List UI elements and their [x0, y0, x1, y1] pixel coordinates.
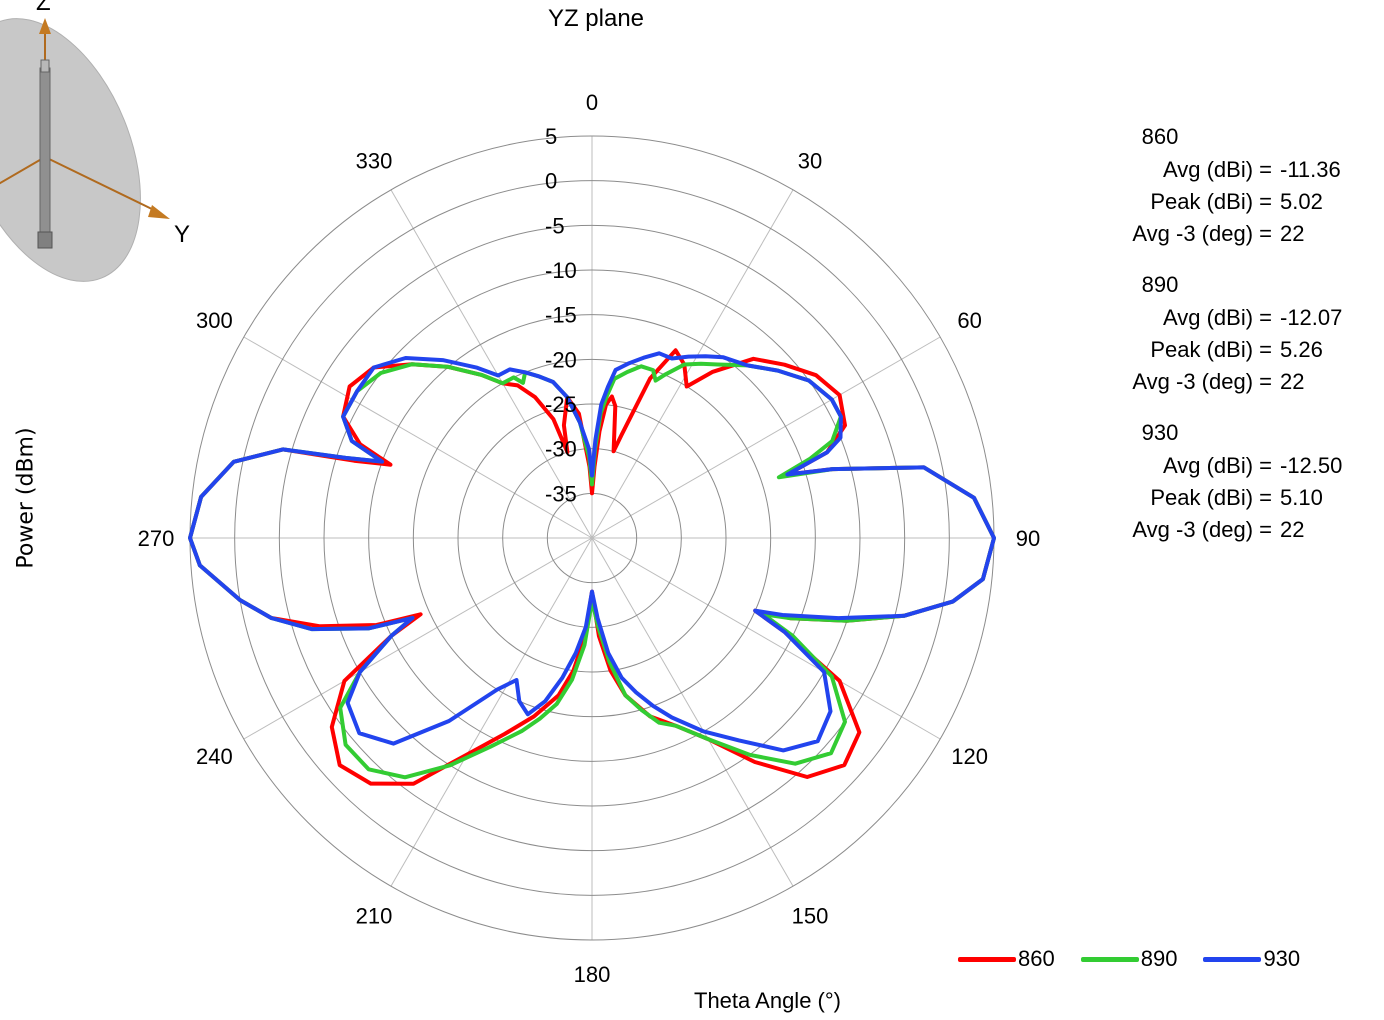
legend-swatch — [1080, 956, 1139, 962]
polar-labels: 5 0 -5 -10 -15 -20 -25 -30 -35 0 30 60 90 120 150 180 21… — [138, 90, 1041, 987]
angle-tick-label: 120 — [951, 744, 988, 769]
stat-label: Avg -3 (deg) = — [1132, 221, 1272, 246]
legend-label: 860 — [1018, 946, 1055, 971]
stat-label: Peak (dBi) = — [1150, 189, 1272, 214]
series-line-930 — [188, 351, 996, 753]
radial-ring — [278, 224, 906, 852]
legend-item: 860 — [958, 946, 1055, 972]
stat-label: Avg -3 (deg) = — [1132, 369, 1272, 394]
radial-ring — [412, 358, 772, 718]
radial-tick-label: -30 — [545, 437, 577, 462]
angle-spoke — [591, 336, 941, 539]
chart-title: YZ plane — [547, 5, 645, 32]
legend: 860 890 930 — [958, 946, 1300, 972]
stat-value: 22 — [1280, 369, 1305, 394]
stats-row: Avg -3 (deg) = 22 — [1080, 366, 1380, 398]
stats-row: Avg (dBi) = -12.50 — [1080, 450, 1380, 482]
angle-tick-label: 0 — [586, 90, 598, 115]
stat-value: -12.07 — [1280, 305, 1343, 330]
z-axis-label: Z — [36, 0, 51, 16]
radial-ring — [502, 448, 682, 628]
stats-row: Peak (dBi) = 5.10 — [1080, 482, 1380, 514]
stats-row: Avg (dBi) = -12.07 — [1080, 302, 1380, 334]
series-line-860 — [188, 348, 996, 786]
stats-block: 930 Avg (dBi) = -12.50 Peak (dBi) = 5.10 A… — [1080, 416, 1380, 546]
radial-tick-label: -15 — [545, 303, 577, 328]
stats-series-name: 860 — [1141, 124, 1179, 149]
stat-value: 5.02 — [1280, 189, 1323, 214]
angle-tick-label: 270 — [138, 526, 175, 551]
angle-tick-label: 90 — [1016, 526, 1040, 551]
stats-row: Avg -3 (deg) = 22 — [1080, 514, 1380, 546]
legend-label: 890 — [1140, 946, 1178, 971]
radial-tick-label: 5 — [545, 124, 557, 149]
stat-label: Peak (dBi) = — [1150, 485, 1272, 510]
radial-tick-label: -25 — [545, 392, 577, 417]
radial-ring — [457, 403, 727, 673]
stat-label: Avg (dBi) = — [1162, 453, 1272, 478]
angle-tick-label: 330 — [356, 148, 393, 173]
radial-tick-label: -10 — [545, 258, 577, 283]
angle-tick-label: 240 — [196, 744, 233, 769]
stat-value: -11.36 — [1280, 157, 1341, 182]
legend-item: 890 — [1080, 946, 1178, 972]
stats-row: Avg -3 (deg) = 22 — [1080, 218, 1380, 250]
stat-value: 22 — [1280, 517, 1305, 542]
angle-spoke — [390, 537, 593, 887]
stat-label: Avg (dBi) = — [1162, 157, 1272, 182]
legend-swatch — [1203, 956, 1262, 962]
stats-row: Peak (dBi) = 5.02 — [1080, 186, 1380, 218]
stats-panel: 860 Avg (dBi) = -11.36 Peak (dBi) = 5.02 A… — [1080, 120, 1380, 564]
angle-tick-label: 210 — [356, 904, 393, 929]
angle-tick-label: 30 — [798, 148, 822, 173]
legend-label: 930 — [1263, 946, 1301, 971]
y-axis-label: Y — [174, 221, 190, 248]
angle-tick-label: 300 — [196, 308, 233, 333]
radial-tick-label: -35 — [545, 481, 577, 506]
angle-tick-label: 180 — [574, 962, 611, 987]
stats-row: Peak (dBi) = 5.26 — [1080, 334, 1380, 366]
radial-ring — [234, 180, 950, 896]
stat-value: 22 — [1280, 221, 1305, 246]
stat-label: Peak (dBi) = — [1150, 337, 1272, 362]
legend-item: 930 — [1203, 946, 1300, 972]
angle-spoke — [390, 189, 593, 539]
polar-grid — [189, 135, 995, 941]
angle-tick-label: 60 — [957, 308, 981, 333]
angle-spoke — [591, 537, 794, 887]
stat-label: Avg (dBi) = — [1162, 305, 1272, 330]
stat-value: -12.50 — [1280, 453, 1343, 478]
radial-ring — [368, 314, 816, 762]
stat-label: Avg -3 (deg) = — [1132, 517, 1272, 542]
stat-value: 5.26 — [1280, 337, 1323, 362]
stats-row: Avg (dBi) = -11.36 — [1080, 154, 1380, 186]
polar-curves — [188, 348, 996, 786]
angle-tick-label: 150 — [792, 904, 829, 929]
x-axis-title: Theta Angle (°) — [694, 988, 841, 1013]
stats-series-name: 890 — [1141, 272, 1179, 297]
angle-spoke — [591, 537, 941, 740]
radial-tick-label: 0 — [545, 169, 557, 194]
radial-tick-label: -20 — [545, 347, 577, 372]
y-axis-title: Power (dBm) — [13, 427, 39, 569]
angle-spoke — [243, 336, 593, 539]
radial-tick-label: -5 — [545, 213, 565, 238]
legend-swatch — [958, 956, 1016, 962]
angle-spoke — [243, 537, 593, 740]
stats-series-name: 930 — [1141, 420, 1179, 445]
stats-block: 890 Avg (dBi) = -12.07 Peak (dBi) = 5.26 A… — [1080, 268, 1380, 398]
antenna-axis-icon: Z Y — [0, 0, 190, 282]
stat-value: 5.10 — [1280, 485, 1323, 510]
stats-block: 860 Avg (dBi) = -11.36 Peak (dBi) = 5.02 A… — [1080, 120, 1380, 250]
radial-ring — [323, 269, 861, 807]
